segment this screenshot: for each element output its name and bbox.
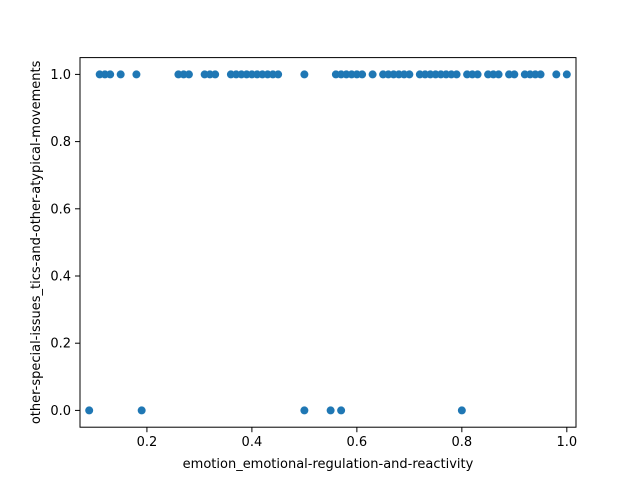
data-point: [452, 70, 461, 79]
data-point: [457, 406, 466, 415]
plot-frame: [79, 57, 577, 428]
data-point: [274, 70, 283, 79]
y-axis-ticks: 0.0 0.2 0.4 0.6 0.8 1.0: [50, 68, 80, 419]
x-tick-label: 0.8: [451, 435, 472, 450]
data-point: [300, 70, 309, 79]
data-point: [106, 70, 115, 79]
y-tick-label: 0.2: [50, 337, 71, 352]
data-point: [510, 70, 519, 79]
data-point: [405, 70, 414, 79]
data-point: [473, 70, 482, 79]
x-axis-label: emotion_emotional-regulation-and-reactiv…: [183, 457, 474, 472]
x-tick-label: 0.4: [242, 435, 263, 450]
y-axis-label: other-special-issues_tics-and-other-atyp…: [29, 60, 44, 424]
data-point: [116, 70, 125, 79]
y-tick-label: 0.8: [50, 135, 71, 150]
data-point: [137, 406, 146, 415]
y-tick-label: 1.0: [50, 68, 71, 83]
data-point: [326, 406, 335, 415]
data-point: [300, 406, 309, 415]
x-axis-ticks: 0.2 0.4 0.6 0.8 1.0: [137, 427, 577, 450]
data-point: [562, 70, 571, 79]
data-point: [132, 70, 141, 79]
data-point: [211, 70, 220, 79]
y-tick-label: 0.0: [50, 404, 71, 419]
data-points: [85, 70, 571, 415]
y-tick-label: 0.4: [50, 270, 71, 285]
data-point: [337, 406, 346, 415]
data-point: [552, 70, 561, 79]
x-tick-label: 0.6: [347, 435, 368, 450]
data-point: [184, 70, 193, 79]
data-point: [494, 70, 503, 79]
x-tick-label: 1.0: [556, 435, 577, 450]
data-point: [368, 70, 377, 79]
data-point: [358, 70, 367, 79]
x-tick-label: 0.2: [137, 435, 158, 450]
y-tick-label: 0.6: [50, 202, 71, 217]
data-point: [85, 406, 94, 415]
data-point: [536, 70, 545, 79]
